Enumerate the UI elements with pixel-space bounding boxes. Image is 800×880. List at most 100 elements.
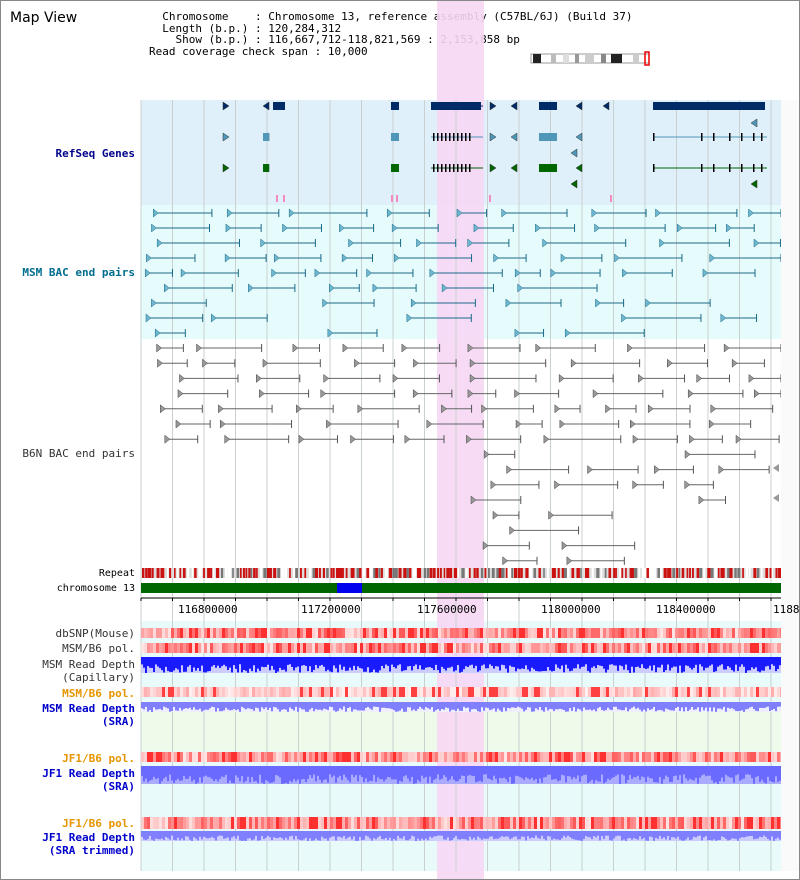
label-msm-bac[interactable]: MSM BAC end pairs bbox=[22, 266, 135, 279]
chromosome-ideogram[interactable] bbox=[529, 51, 654, 67]
depth-bar bbox=[313, 657, 315, 670]
heat-cell bbox=[165, 643, 168, 653]
depth-bar bbox=[529, 657, 531, 672]
heat-cell bbox=[297, 752, 300, 762]
repeat-mark bbox=[613, 568, 616, 578]
label-refseq-genes[interactable]: RefSeq Genes bbox=[55, 147, 135, 160]
heat-tracks[interactable] bbox=[141, 628, 783, 841]
bac-end bbox=[542, 238, 549, 248]
bac-end bbox=[156, 238, 163, 248]
heat-cell bbox=[192, 628, 195, 638]
depth-bar bbox=[561, 657, 563, 666]
heat-cell bbox=[717, 817, 720, 829]
heat-cell bbox=[357, 643, 360, 653]
heat-cell bbox=[222, 643, 225, 653]
depth-bar bbox=[559, 702, 561, 709]
repeat-mark bbox=[446, 568, 450, 578]
depth-bar bbox=[547, 657, 549, 668]
heat-cell bbox=[702, 687, 705, 697]
depth-bar bbox=[289, 657, 291, 665]
heat-cell bbox=[450, 817, 453, 829]
heat-cell bbox=[420, 752, 423, 762]
depth-bar bbox=[575, 657, 577, 669]
depth-bar bbox=[267, 657, 269, 665]
depth-bar bbox=[157, 831, 159, 840]
depth-bar bbox=[279, 702, 281, 712]
heat-cell bbox=[489, 752, 492, 762]
depth-bar bbox=[507, 657, 509, 673]
heat-cell bbox=[531, 643, 534, 653]
heat-cell bbox=[540, 628, 543, 638]
heat-cell bbox=[174, 628, 177, 638]
heat-cell bbox=[216, 817, 219, 829]
depth-bar bbox=[517, 657, 519, 669]
bac-end bbox=[558, 373, 565, 383]
heat-cell bbox=[219, 643, 222, 653]
depth-bar bbox=[643, 702, 645, 710]
repeat-mark bbox=[398, 568, 402, 578]
depth-bar bbox=[365, 657, 367, 672]
depth-bar bbox=[293, 657, 295, 671]
heat-cell bbox=[537, 752, 540, 762]
heat-cell bbox=[312, 687, 315, 697]
depth-bar bbox=[323, 657, 325, 667]
gene-exon bbox=[391, 133, 399, 141]
heat-cell bbox=[267, 643, 270, 653]
depth-bar bbox=[375, 702, 377, 707]
repeat-track[interactable] bbox=[141, 568, 782, 578]
heat-cell bbox=[642, 817, 645, 829]
heat-cell bbox=[537, 628, 540, 638]
heat-cell bbox=[336, 687, 339, 697]
heat-cell bbox=[750, 643, 753, 653]
heat-cell bbox=[597, 817, 600, 829]
heat-cell bbox=[471, 628, 474, 638]
depth-bar bbox=[355, 702, 357, 710]
depth-bar bbox=[279, 766, 281, 778]
bac-end bbox=[154, 328, 161, 338]
heat-cell bbox=[504, 752, 507, 762]
heat-cell bbox=[672, 752, 675, 762]
heat-cell bbox=[390, 643, 393, 653]
depth-bar bbox=[305, 702, 307, 712]
repeat-mark bbox=[289, 568, 291, 578]
depth-bar bbox=[305, 831, 307, 838]
depth-bar bbox=[309, 657, 311, 667]
depth-bar bbox=[257, 831, 259, 841]
depth-bar bbox=[399, 702, 401, 711]
b6n-bac-track[interactable] bbox=[156, 343, 782, 566]
depth-bar bbox=[539, 831, 541, 839]
depth-bar bbox=[467, 657, 469, 667]
depth-bar bbox=[321, 831, 323, 837]
depth-bar bbox=[501, 702, 503, 712]
depth-bar bbox=[427, 766, 429, 784]
heat-cell bbox=[159, 752, 162, 762]
depth-bar bbox=[773, 702, 775, 710]
heat-cell bbox=[339, 687, 342, 697]
depth-bar bbox=[505, 702, 507, 712]
bac-end bbox=[401, 343, 408, 353]
depth-bar bbox=[599, 702, 601, 707]
heat-cell bbox=[756, 687, 759, 697]
depth-bar bbox=[645, 831, 647, 841]
heat-cell bbox=[420, 628, 423, 638]
heat-cell bbox=[663, 643, 666, 653]
depth-bar bbox=[621, 766, 623, 775]
msm-bac-track[interactable] bbox=[144, 208, 782, 338]
depth-bar bbox=[577, 702, 579, 709]
heat-cell bbox=[369, 628, 372, 638]
chromosome-bar[interactable] bbox=[141, 583, 781, 593]
heat-cell bbox=[729, 628, 732, 638]
heat-cell bbox=[753, 643, 756, 653]
label-b6n-bac[interactable]: B6N BAC end pairs bbox=[22, 447, 135, 460]
heat-cell bbox=[582, 643, 585, 653]
heat-cell bbox=[582, 752, 585, 762]
heat-cell bbox=[645, 628, 648, 638]
heat-cell bbox=[210, 628, 213, 638]
refseq-genes-track[interactable] bbox=[222, 101, 767, 202]
heat-cell bbox=[741, 752, 744, 762]
heat-cell bbox=[528, 817, 531, 829]
depth-bar bbox=[651, 766, 653, 779]
depth-bar bbox=[591, 831, 593, 840]
highlight-region[interactable] bbox=[437, 1, 484, 879]
